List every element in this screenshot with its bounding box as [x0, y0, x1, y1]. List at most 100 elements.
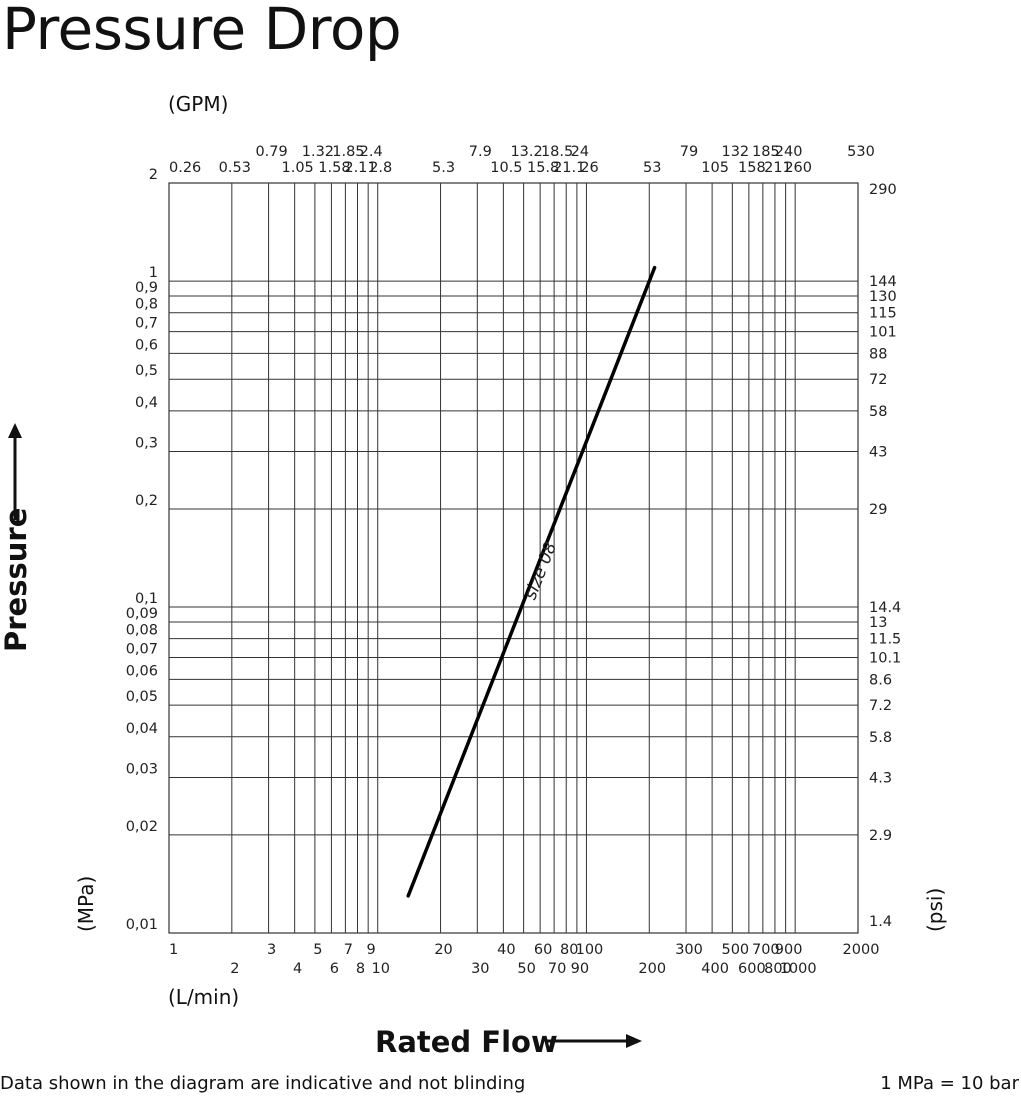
y-tick-label-mpa: 0,04	[126, 721, 158, 737]
y-tick-label-mpa: 2	[149, 167, 158, 183]
y-axis-title: Pressure	[0, 508, 33, 652]
x-tick-label-gpm: 0.26	[169, 160, 201, 176]
y-tick-label-psi: 10.1	[869, 651, 901, 667]
x-tick-label-lmin: 5	[313, 942, 322, 958]
plot-frame	[168, 182, 859, 934]
x-tick-label-lmin: 1	[169, 942, 178, 958]
x-axis-arrow	[546, 1034, 642, 1048]
y-tick-label-psi: 43	[869, 445, 887, 461]
x-tick-label-gpm: 1.58	[318, 160, 350, 176]
x-tick-label-gpm: 13.2	[510, 144, 542, 160]
x-tick-label-gpm: 18.5	[541, 144, 573, 160]
disclaimer-note: Data shown in the diagram are indicative…	[0, 1073, 526, 1094]
series-label-0: size 08	[521, 539, 562, 602]
x-axis-title: Rated Flow	[375, 1025, 558, 1059]
y-tick-label-psi: 5.8	[869, 730, 892, 746]
x-tick-label-lmin: 8	[356, 961, 365, 977]
x-tick-label-gpm: 53	[643, 160, 661, 176]
x-tick-label-gpm: 2.8	[369, 160, 392, 176]
y-tick-label-mpa: 0,05	[126, 689, 158, 705]
x-tick-label-lmin: 90	[571, 961, 589, 977]
y-tick-label-psi: 58	[869, 404, 887, 420]
y-tick-label-psi: 115	[869, 306, 897, 322]
grid-lines	[169, 183, 858, 933]
y-tick-label-psi: 72	[869, 372, 887, 388]
x-tick-label-gpm: 1.32	[302, 144, 334, 160]
y-tick-label-psi: 101	[869, 325, 897, 341]
y-tick-label-mpa: 0,07	[126, 642, 158, 658]
x-tick-label-gpm: 1.05	[282, 160, 314, 176]
x-tick-label-lmin: 4	[293, 961, 302, 977]
x-tick-label-lmin: 7	[344, 942, 353, 958]
x-tick-label-lmin: 9	[367, 942, 376, 958]
x-tick-label-gpm: 158	[738, 160, 766, 176]
y-tick-label-mpa: 0,2	[135, 493, 158, 509]
x-tick-label-gpm: 7.9	[469, 144, 492, 160]
x-tick-label-lmin: 1000	[780, 961, 817, 977]
y-tick-label-psi: 29	[869, 502, 887, 518]
x-tick-label-lmin: 900	[775, 942, 803, 958]
y-tick-label-psi: 144	[869, 274, 897, 290]
x-tick-label-gpm: 79	[680, 144, 698, 160]
x-tick-label-gpm: 10.5	[490, 160, 522, 176]
x-tick-label-gpm: 15.8	[527, 160, 559, 176]
y-tick-label-psi: 4.3	[869, 770, 892, 786]
x-tick-label-gpm: 105	[701, 160, 729, 176]
x-tick-label-lmin: 20	[434, 942, 452, 958]
page-title: Pressure Drop	[2, 0, 402, 63]
x-tick-label-lmin: 300	[675, 942, 703, 958]
y-tick-label-psi: 290	[869, 182, 897, 198]
x-tick-label-lmin: 200	[638, 961, 666, 977]
x-tick-label-gpm: 1.85	[332, 144, 364, 160]
x-tick-label-gpm: 5.3	[432, 160, 455, 176]
y-tick-label-mpa: 0,1	[135, 591, 158, 607]
x-tick-label-gpm: 26	[580, 160, 598, 176]
series-layer: size 08	[406, 265, 657, 898]
unit-conversion-note: 1 MPa = 10 bar	[880, 1073, 1019, 1094]
x-tick-label-gpm: 530	[847, 144, 875, 160]
x-tick-label-lmin: 70	[548, 961, 566, 977]
x-tick-label-lmin: 10	[371, 961, 389, 977]
x-tick-label-lmin: 40	[497, 942, 515, 958]
y-tick-label-mpa: 0,03	[126, 761, 158, 777]
x-tick-label-lmin: 2	[230, 961, 239, 977]
x-tick-label-gpm: 2.11	[344, 160, 376, 176]
x-tick-label-gpm: 185	[752, 144, 780, 160]
y-tick-label-psi: 88	[869, 346, 887, 362]
x-tick-label-gpm: 260	[784, 160, 812, 176]
gpm-unit-label: (GPM)	[168, 92, 229, 116]
x-tick-label-lmin: 400	[701, 961, 729, 977]
series-line-0	[406, 265, 657, 898]
x-tick-label-lmin: 6	[330, 961, 339, 977]
y-tick-label-psi: 130	[869, 289, 897, 305]
y-tick-label-mpa: 0,6	[135, 337, 158, 353]
y-tick-label-mpa: 0,08	[126, 623, 158, 639]
x-tick-label-gpm: 0.53	[219, 160, 251, 176]
x-tick-label-gpm: 24	[571, 144, 589, 160]
y-tick-label-psi: 14.4	[869, 600, 901, 616]
y-tick-label-psi: 11.5	[869, 632, 901, 648]
y-tick-label-mpa: 0,02	[126, 819, 158, 835]
x-tick-label-lmin: 700	[752, 942, 780, 958]
x-tick-label-lmin: 100	[576, 942, 604, 958]
y-tick-label-mpa: 0,09	[126, 606, 158, 622]
x-tick-label-lmin: 2000	[843, 942, 880, 958]
x-tick-label-lmin: 800	[764, 961, 792, 977]
y-tick-label-mpa: 0,01	[126, 917, 158, 933]
y-tick-label-mpa: 0,3	[135, 436, 158, 452]
x-tick-label-gpm: 211	[764, 160, 792, 176]
y-axis-arrow	[8, 423, 22, 520]
x-tick-label-lmin: 50	[517, 961, 535, 977]
x-tick-label-lmin: 30	[471, 961, 489, 977]
x-tick-label-gpm: 240	[775, 144, 803, 160]
x-tick-label-gpm: 132	[721, 144, 749, 160]
y-tick-label-mpa: 1	[149, 265, 158, 281]
x-tick-label-gpm: 2.4	[360, 144, 383, 160]
y-tick-label-mpa: 0,9	[135, 280, 158, 296]
x-tick-label-lmin: 80	[560, 942, 578, 958]
y-tick-label-psi: 1.4	[869, 914, 892, 930]
y-tick-label-mpa: 0,06	[126, 663, 158, 679]
y-tick-label-psi: 8.6	[869, 672, 892, 688]
